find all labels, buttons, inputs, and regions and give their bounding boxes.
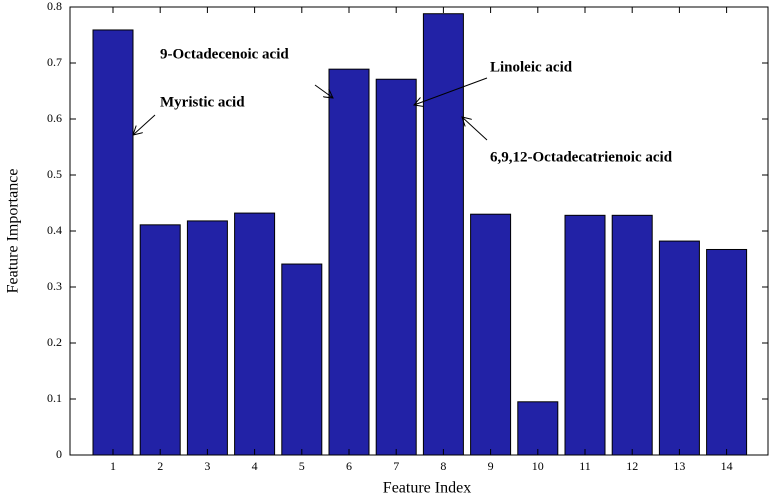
y-tick-label: 0.2 [47, 335, 62, 349]
x-tick-label: 10 [532, 459, 544, 473]
bar [281, 263, 323, 456]
annotation: 6,9,12-Octadecatrienoic acid [490, 149, 673, 165]
annotation: 9-Octadecenoic acid [160, 46, 289, 62]
x-tick-label: 5 [299, 459, 305, 473]
bar [470, 213, 512, 456]
annotation-arrow [414, 77, 488, 105]
x-tick-label: 12 [626, 459, 638, 473]
x-tick-label: 9 [488, 459, 494, 473]
bar [328, 68, 370, 456]
x-tick-label: 8 [440, 459, 446, 473]
x-tick-label: 3 [204, 459, 210, 473]
bar [658, 240, 700, 456]
x-tick-label: 4 [252, 459, 258, 473]
y-tick-label: 0.7 [47, 55, 62, 69]
bar [186, 220, 228, 456]
bar [517, 401, 559, 456]
bar [564, 214, 606, 456]
y-tick-label: 0.3 [47, 279, 62, 293]
x-tick-label: 2 [157, 459, 163, 473]
bar [611, 214, 653, 456]
annotation: Myristic acid [160, 94, 245, 110]
y-tick-label: 0.1 [47, 391, 62, 405]
y-tick-label: 0.6 [47, 111, 62, 125]
plot-frame [69, 6, 769, 456]
x-tick-label: 13 [673, 459, 685, 473]
x-tick-label: 1 [110, 459, 116, 473]
bar [375, 78, 417, 456]
annotation-arrow [462, 117, 488, 141]
y-tick-label: 0 [56, 447, 62, 461]
x-axis-label: Feature Index [383, 480, 471, 497]
annotation-arrow [314, 84, 333, 98]
y-tick-label: 0.4 [47, 223, 62, 237]
bar [139, 224, 181, 456]
x-tick-label: 6 [346, 459, 352, 473]
annotation: Linoleic acid [490, 59, 573, 75]
bar [92, 29, 134, 456]
y-axis-label: Feature Importance [5, 169, 22, 294]
y-tick-label: 0.5 [47, 167, 62, 181]
bar [422, 13, 464, 456]
x-tick-label: 7 [393, 459, 399, 473]
x-tick-label: 14 [721, 459, 733, 473]
y-tick-label: 0.8 [47, 0, 62, 13]
x-tick-label: 11 [579, 459, 591, 473]
annotation-arrow [133, 114, 156, 135]
bar [234, 212, 276, 456]
bar [706, 248, 748, 456]
